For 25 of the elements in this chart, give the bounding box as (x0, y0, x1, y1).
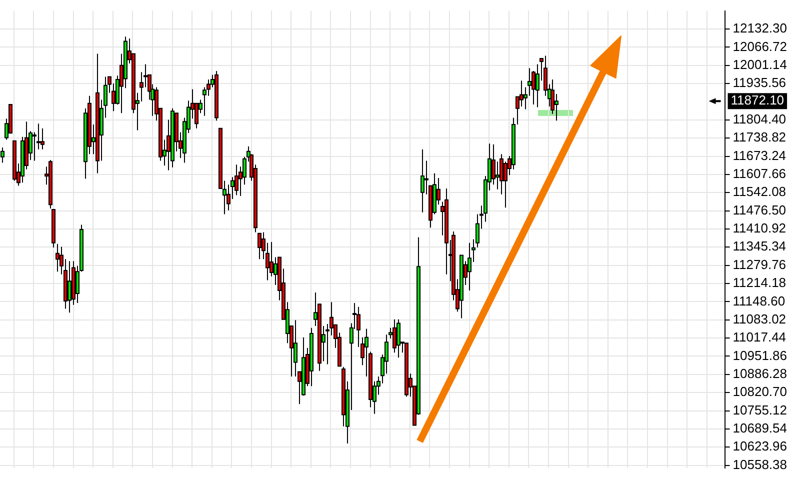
y-tick-label: 11279.76 (732, 256, 786, 272)
y-tick-label: 12001.14 (732, 56, 788, 72)
y-tick-label: 11017.44 (732, 330, 786, 345)
y-tick-label: 10886.28 (732, 366, 788, 382)
y-tick-label: 10623.96 (732, 438, 788, 454)
y-tick-label: 10951.86 (732, 348, 788, 363)
text: 11872.10 (730, 92, 784, 108)
y-tick-label: 11738.82 (732, 130, 786, 145)
y-tick-label: 10689.54 (732, 420, 788, 436)
y-tick-label: 11673.24 (732, 148, 786, 163)
y-tick-label: 11345.34 (732, 238, 786, 254)
y-tick-label: 11804.40 (732, 111, 786, 126)
y-tick-label: 10558.38 (732, 456, 788, 472)
y-tick-label: 10820.70 (732, 384, 788, 400)
y-tick-label: 12132.30 (732, 20, 788, 36)
y-tick-label: 11148.60 (732, 293, 786, 308)
y-tick-label: 11542.08 (732, 184, 786, 200)
y-tick-label: 11083.02 (732, 311, 786, 326)
y-tick-label: 12066.72 (732, 38, 788, 54)
y-tick-label: 11935.56 (732, 75, 786, 90)
y-tick-label: 11214.18 (732, 275, 786, 290)
y-tick-label: 11607.66 (732, 166, 786, 182)
y-tick-label: 11476.50 (732, 202, 786, 218)
y-tick-label: 11410.92 (732, 220, 786, 236)
y-tick-label: 10755.12 (732, 402, 788, 418)
